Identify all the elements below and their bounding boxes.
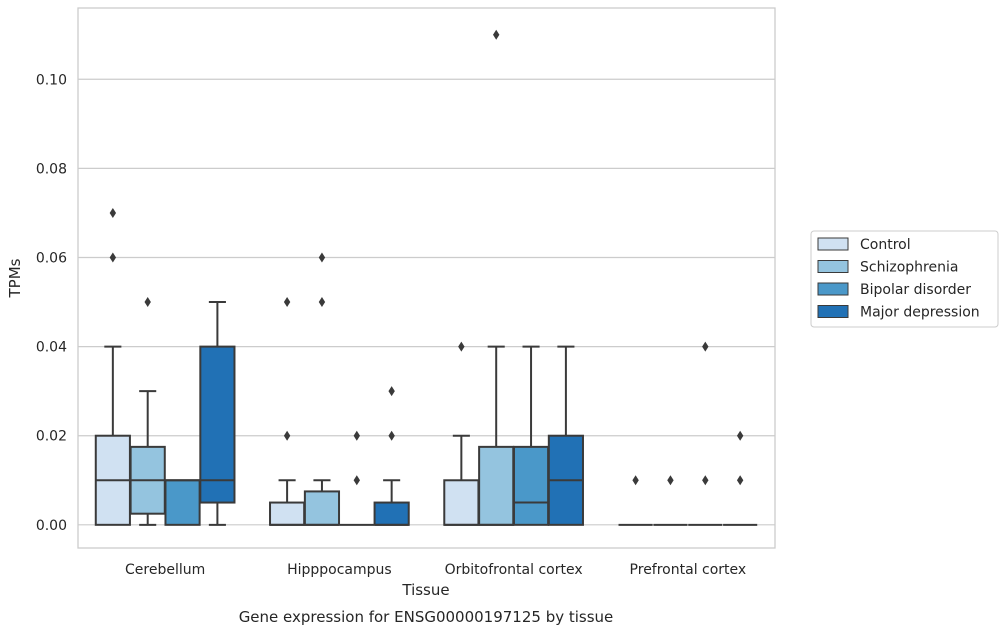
outlier-point bbox=[353, 475, 360, 486]
box-iqr bbox=[164, 479, 201, 526]
outlier-point bbox=[458, 341, 465, 352]
legend-label: Schizophrenia bbox=[860, 260, 958, 276]
plot-area bbox=[78, 8, 775, 548]
outlier-point bbox=[318, 252, 326, 263]
legend-label: Control bbox=[860, 237, 911, 253]
box-group bbox=[269, 297, 306, 526]
y-tick-labels: 0.00 0.02 0.04 0.06 0.08 0.10 bbox=[36, 72, 67, 534]
outlier-point bbox=[702, 341, 709, 352]
outlier-point bbox=[736, 475, 744, 486]
outlier-point bbox=[702, 475, 709, 486]
box-iqr bbox=[512, 445, 550, 526]
y-tick-label: 0.02 bbox=[36, 429, 67, 445]
y-axis-title: TPMs bbox=[6, 258, 24, 298]
outlier-point bbox=[632, 475, 639, 486]
box-iqr bbox=[199, 345, 236, 504]
legend-swatch bbox=[817, 282, 849, 296]
legend-label: Major depression bbox=[860, 305, 980, 321]
box-group bbox=[303, 252, 341, 526]
box-group bbox=[618, 475, 653, 526]
box-group bbox=[688, 341, 723, 526]
y-tick-label: 0.10 bbox=[36, 72, 67, 88]
box-iqr bbox=[478, 445, 515, 526]
outlier-point bbox=[109, 252, 117, 263]
box-iqr bbox=[269, 501, 306, 526]
box-iqr bbox=[443, 479, 480, 526]
x-tick-labels: Cerebellum Hipppocampus Orbitofrontal cort… bbox=[125, 562, 746, 578]
legend-frame bbox=[810, 230, 999, 328]
x-axis-title: Tissue bbox=[401, 581, 449, 599]
box-group bbox=[129, 297, 166, 526]
outlier-point bbox=[736, 430, 744, 441]
y-tick-label: 0.00 bbox=[36, 518, 67, 534]
outlier-point bbox=[353, 430, 360, 441]
x-tick-label: Hipppocampus bbox=[287, 562, 392, 578]
box-group bbox=[164, 479, 201, 526]
box-group bbox=[653, 475, 688, 526]
outlier-point bbox=[493, 29, 500, 40]
box-group bbox=[94, 207, 131, 526]
y-tick-label: 0.04 bbox=[36, 340, 67, 356]
outlier-point bbox=[283, 297, 291, 308]
box-iqr bbox=[373, 501, 410, 526]
outlier-point bbox=[388, 430, 395, 441]
boxes-layer bbox=[94, 29, 758, 526]
outlier-point bbox=[388, 386, 395, 397]
box-group bbox=[547, 345, 584, 526]
box-group bbox=[723, 430, 758, 526]
legend-swatch bbox=[817, 237, 849, 251]
outlier-point bbox=[667, 475, 674, 486]
box-group bbox=[199, 301, 236, 526]
y-tick-label: 0.08 bbox=[36, 161, 67, 177]
legend-swatch bbox=[817, 305, 849, 318]
plot-frame bbox=[77, 7, 776, 549]
box-group bbox=[478, 29, 515, 526]
outlier-point bbox=[318, 297, 326, 308]
legend-swatch bbox=[817, 260, 849, 273]
x-tick-label: Prefrontal cortex bbox=[630, 562, 747, 578]
box-group bbox=[339, 430, 374, 526]
outlier-point bbox=[283, 430, 291, 441]
box-iqr bbox=[303, 490, 341, 526]
box-group bbox=[512, 345, 550, 526]
outlier-point bbox=[109, 207, 117, 218]
x-tick-label: Cerebellum bbox=[125, 562, 205, 578]
y-tick-label: 0.06 bbox=[36, 251, 67, 267]
outlier-point bbox=[144, 297, 151, 308]
box-group bbox=[373, 386, 410, 526]
chart-title: Gene expression for ENSG00000197125 by t… bbox=[239, 608, 614, 626]
legend-label: Bipolar disorder bbox=[860, 282, 971, 298]
x-tick-label: Orbitofrontal cortex bbox=[445, 562, 583, 578]
legend: Control Schizophrenia Bipolar disorder Majo… bbox=[810, 230, 999, 328]
